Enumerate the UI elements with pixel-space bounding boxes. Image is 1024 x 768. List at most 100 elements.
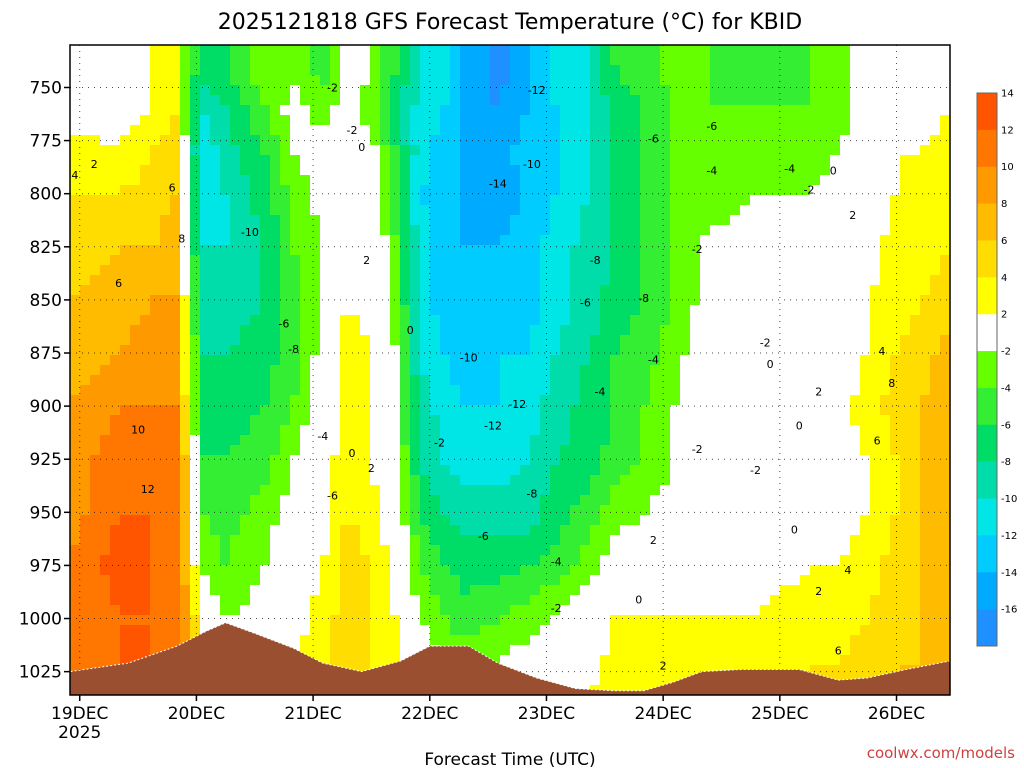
- temperature-cell: [610, 395, 621, 406]
- temperature-cell: [290, 475, 301, 486]
- temperature-cell: [320, 425, 331, 436]
- temperature-cell: [700, 655, 711, 666]
- temperature-cell: [510, 605, 521, 616]
- temperature-cell: [600, 265, 611, 276]
- temperature-cell: [220, 455, 231, 466]
- temperature-cell: [830, 595, 841, 606]
- temperature-cell: [440, 475, 451, 486]
- temperature-cell: [820, 285, 831, 296]
- temperature-cell: [530, 135, 541, 146]
- temperature-cell: [380, 525, 391, 536]
- temperature-cell: [500, 285, 511, 296]
- temperature-cell: [770, 85, 781, 96]
- temperature-cell: [600, 495, 611, 506]
- temperature-cell: [750, 115, 761, 126]
- temperature-cell: [720, 555, 731, 566]
- temperature-cell: [350, 95, 361, 106]
- temperature-cell: [610, 165, 621, 176]
- temperature-cell: [490, 385, 501, 396]
- temperature-cell: [760, 265, 771, 276]
- temperature-cell: [320, 375, 331, 386]
- temperature-cell: [400, 305, 411, 316]
- temperature-cell: [760, 535, 771, 546]
- temperature-cell: [130, 255, 141, 266]
- temperature-cell: [630, 155, 641, 166]
- temperature-cell: [300, 535, 311, 546]
- temperature-cell: [510, 335, 521, 346]
- temperature-cell: [260, 575, 271, 586]
- temperature-cell: [150, 425, 161, 436]
- temperature-cell: [810, 365, 821, 376]
- temperature-cell: [410, 275, 421, 286]
- temperature-cell: [550, 565, 561, 576]
- temperature-cell: [770, 385, 781, 396]
- temperature-cell: [200, 155, 211, 166]
- temperature-cell: [550, 235, 561, 246]
- temperature-cell: [240, 465, 251, 476]
- temperature-cell: [350, 255, 361, 266]
- temperature-cell: [370, 635, 381, 646]
- temperature-cell: [290, 485, 301, 496]
- temperature-cell: [470, 125, 481, 136]
- temperature-cell: [740, 175, 751, 186]
- temperature-cell: [180, 215, 191, 226]
- temperature-cell: [110, 425, 121, 436]
- temperature-cell: [550, 85, 561, 96]
- temperature-cell: [310, 445, 321, 456]
- temperature-cell: [320, 85, 331, 96]
- temperature-cell: [220, 75, 231, 86]
- temperature-cell: [80, 295, 91, 306]
- temperature-cell: [260, 205, 271, 216]
- temperature-cell: [670, 45, 681, 56]
- temperature-cell: [730, 555, 741, 566]
- temperature-cell: [710, 625, 721, 636]
- temperature-cell: [150, 505, 161, 516]
- temperature-cell: [760, 555, 771, 566]
- temperature-cell: [290, 175, 301, 186]
- temperature-cell: [500, 235, 511, 246]
- temperature-cell: [90, 235, 101, 246]
- temperature-cell: [820, 595, 831, 606]
- temperature-cell: [290, 95, 301, 106]
- temperature-cell: [620, 65, 631, 76]
- temperature-cell: [250, 425, 261, 436]
- temperature-cell: [110, 525, 121, 536]
- temperature-cell: [160, 225, 171, 236]
- temperature-cell: [700, 455, 711, 466]
- temperature-cell: [410, 95, 421, 106]
- temperature-cell: [650, 385, 661, 396]
- temperature-cell: [540, 465, 551, 476]
- temperature-cell: [650, 485, 661, 496]
- temperature-cell: [340, 485, 351, 496]
- temperature-cell: [450, 255, 461, 266]
- temperature-cell: [240, 545, 251, 556]
- temperature-cell: [760, 545, 771, 556]
- temperature-cell: [330, 485, 341, 496]
- temperature-cell: [760, 95, 771, 106]
- temperature-cell: [830, 415, 841, 426]
- temperature-cell: [440, 405, 451, 416]
- temperature-cell: [150, 265, 161, 276]
- temperature-cell: [140, 625, 151, 636]
- temperature-cell: [310, 475, 321, 486]
- temperature-cell: [600, 235, 611, 246]
- temperature-cell: [670, 195, 681, 206]
- temperature-cell: [470, 385, 481, 396]
- temperature-cell: [440, 545, 451, 556]
- temperature-cell: [590, 465, 601, 476]
- temperature-cell: [620, 45, 631, 56]
- temperature-cell: [710, 225, 721, 236]
- temperature-cell: [690, 315, 701, 326]
- temperature-cell: [180, 625, 191, 636]
- temperature-cell: [650, 95, 661, 106]
- temperature-cell: [490, 435, 501, 446]
- temperature-cell: [140, 365, 151, 376]
- temperature-cell: [540, 635, 551, 646]
- temperature-cell: [670, 315, 681, 326]
- temperature-cell: [390, 155, 401, 166]
- temperature-cell: [810, 235, 821, 246]
- temperature-cell: [720, 445, 731, 456]
- temperature-cell: [170, 625, 181, 636]
- temperature-cell: [240, 335, 251, 346]
- temperature-cell: [620, 525, 631, 536]
